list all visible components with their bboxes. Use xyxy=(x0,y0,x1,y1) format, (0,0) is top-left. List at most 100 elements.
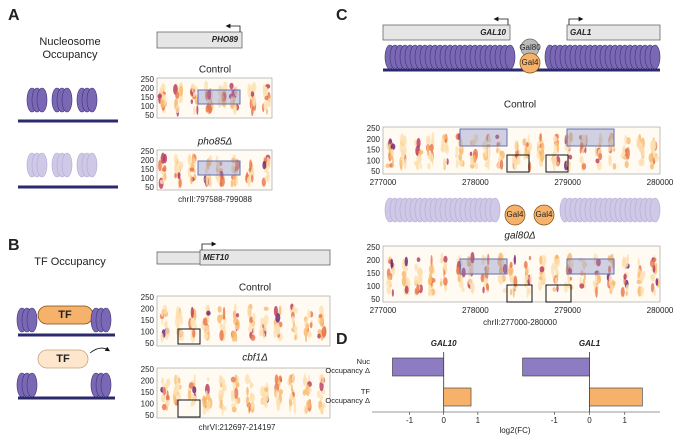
arrow xyxy=(89,346,111,354)
signal xyxy=(205,390,208,396)
signal xyxy=(204,167,208,177)
heatmap xyxy=(156,367,331,419)
signal xyxy=(275,389,279,402)
gal4-label: Gal4 xyxy=(522,58,539,67)
y-tick-label: 100 xyxy=(367,156,381,165)
signal xyxy=(625,290,628,296)
signal xyxy=(161,167,166,172)
nucleosome xyxy=(100,307,112,333)
signal xyxy=(190,175,193,185)
signal xyxy=(252,321,255,334)
signal xyxy=(440,281,443,287)
signal xyxy=(417,268,423,276)
y-tick-label: 250 xyxy=(367,243,381,252)
signal xyxy=(456,266,461,275)
signal xyxy=(317,390,321,399)
signal xyxy=(640,290,644,296)
signal xyxy=(624,257,629,268)
signal xyxy=(536,141,540,147)
signal xyxy=(274,374,279,385)
gal4 xyxy=(519,52,541,74)
y-tick-label: 200 xyxy=(367,135,381,144)
signal xyxy=(552,154,558,167)
signal xyxy=(187,389,192,401)
signal xyxy=(637,139,640,150)
signal xyxy=(249,159,252,171)
bar xyxy=(443,387,472,407)
signal xyxy=(279,375,282,382)
signal xyxy=(529,273,533,285)
tss-arrow xyxy=(201,241,217,250)
signal xyxy=(303,405,308,415)
condition: Control xyxy=(504,100,536,111)
signal xyxy=(488,137,492,143)
signal xyxy=(446,158,449,165)
signal xyxy=(513,161,517,171)
signal xyxy=(526,142,529,148)
signal xyxy=(620,286,625,298)
signal xyxy=(443,277,448,286)
signal xyxy=(161,312,164,317)
signal xyxy=(459,159,463,167)
signal xyxy=(235,333,238,343)
signal xyxy=(470,251,475,264)
signal xyxy=(236,319,240,331)
x-tick-label: 278000 xyxy=(462,178,489,187)
signal xyxy=(249,392,253,403)
signal xyxy=(247,326,252,333)
y-tick-label: 250 xyxy=(367,124,381,133)
signal xyxy=(218,85,223,91)
signal xyxy=(249,98,252,109)
signal xyxy=(278,305,282,316)
signal xyxy=(263,306,269,311)
y-tick-label: 100 xyxy=(141,102,155,111)
signal xyxy=(206,400,211,410)
x-tick-label: 280000 xyxy=(647,306,674,315)
y-tick-label: 150 xyxy=(367,146,381,155)
signal xyxy=(569,276,572,281)
signal xyxy=(419,162,423,170)
signal xyxy=(513,275,518,288)
signal xyxy=(288,374,293,386)
signal xyxy=(307,309,311,319)
nucleosome xyxy=(649,197,661,223)
signal xyxy=(598,132,603,145)
highlight-box xyxy=(177,399,201,418)
signal xyxy=(306,323,309,329)
signal xyxy=(596,258,601,267)
signal xyxy=(250,91,255,97)
tf xyxy=(37,349,89,369)
signal xyxy=(292,305,296,313)
signal xyxy=(469,151,473,156)
signal xyxy=(568,154,573,160)
signal xyxy=(306,399,312,409)
highlight-box xyxy=(197,160,241,176)
signal xyxy=(207,377,210,382)
signal xyxy=(583,283,587,289)
signal xyxy=(291,372,295,384)
signal xyxy=(499,159,504,170)
signal xyxy=(404,256,408,267)
nucleosome xyxy=(649,44,661,70)
signal xyxy=(566,138,571,151)
signal xyxy=(418,149,424,155)
signal xyxy=(639,270,645,282)
condition: Control xyxy=(199,65,231,76)
signal xyxy=(179,85,184,97)
y-tick-label: 150 xyxy=(141,316,155,325)
signal xyxy=(482,286,485,294)
signal xyxy=(322,326,327,337)
signal xyxy=(597,275,601,280)
gene-label: PHO89 xyxy=(212,35,239,44)
signal xyxy=(308,388,312,393)
signal xyxy=(219,322,223,330)
signal xyxy=(178,177,182,189)
signal xyxy=(581,134,586,143)
nucleosome xyxy=(61,87,73,113)
signal xyxy=(636,279,642,285)
signal xyxy=(554,265,559,270)
signal xyxy=(193,373,196,384)
condition: gal80Δ xyxy=(504,231,535,242)
signal xyxy=(390,148,394,156)
